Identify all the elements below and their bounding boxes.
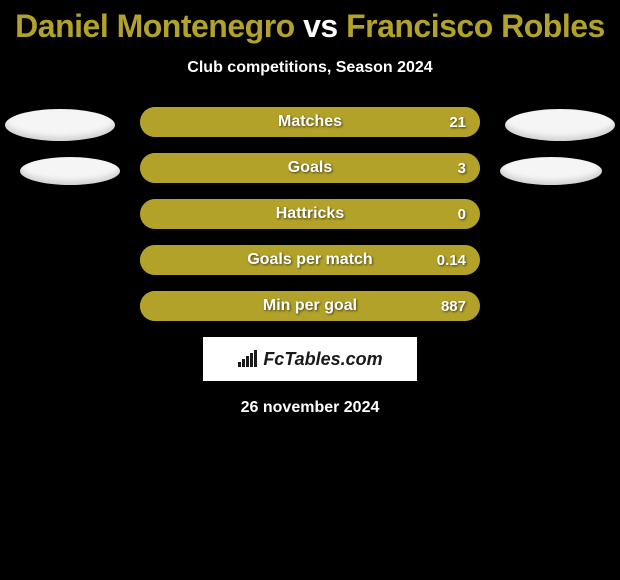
team-logo-left-1 xyxy=(5,109,115,141)
player2-name: Francisco Robles xyxy=(346,8,605,44)
stat-label: Min per goal xyxy=(140,291,480,321)
stat-bar: Goals3 xyxy=(140,153,480,183)
stat-value: 21 xyxy=(449,107,466,137)
vs-text: vs xyxy=(295,8,346,44)
stat-label: Matches xyxy=(140,107,480,137)
stat-value: 0.14 xyxy=(437,245,466,275)
stat-value: 0 xyxy=(458,199,466,229)
page-title: Daniel Montenegro vs Francisco Robles xyxy=(0,8,620,45)
stat-bars: Matches21 Goals3 Hattricks0 Goals per match… xyxy=(0,107,620,321)
stat-value: 3 xyxy=(458,153,466,183)
date-text: 26 november 2024 xyxy=(0,399,620,417)
stat-bar: Hattricks0 xyxy=(140,199,480,229)
stat-value: 887 xyxy=(441,291,466,321)
bar-chart-icon xyxy=(237,350,259,368)
team-logo-right-1 xyxy=(505,109,615,141)
stat-label: Goals per match xyxy=(140,245,480,275)
stat-bar: Goals per match0.14 xyxy=(140,245,480,275)
stats-area: Matches21 Goals3 Hattricks0 Goals per match… xyxy=(0,107,620,321)
stat-label: Goals xyxy=(140,153,480,183)
brand-badge: FcTables.com xyxy=(203,337,417,381)
stat-label: Hattricks xyxy=(140,199,480,229)
stat-bar: Min per goal887 xyxy=(140,291,480,321)
team-logo-left-2 xyxy=(20,157,120,185)
player1-name: Daniel Montenegro xyxy=(15,8,295,44)
comparison-panel: Daniel Montenegro vs Francisco Robles Cl… xyxy=(0,0,620,417)
stat-bar: Matches21 xyxy=(140,107,480,137)
team-logo-right-2 xyxy=(500,157,602,185)
subtitle: Club competitions, Season 2024 xyxy=(0,59,620,77)
brand-text: FcTables.com xyxy=(263,349,382,370)
